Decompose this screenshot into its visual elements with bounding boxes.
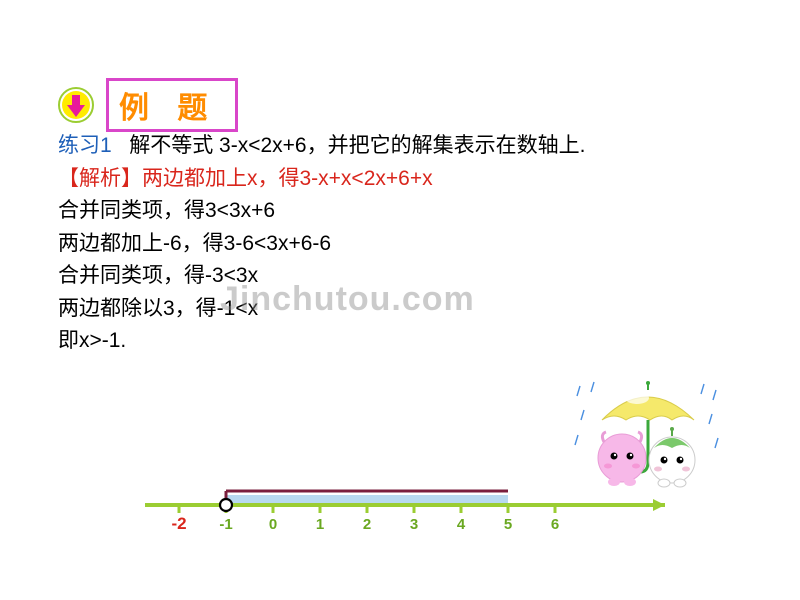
text-span: 两边都加上-6，得3-6<3x+6-6 xyxy=(58,232,331,255)
content-line: 练习1 解不等式 3-x<2x+6，并把它的解集表示在数轴上. xyxy=(58,130,585,163)
text-span: 合并同类项，得3<3x+6 xyxy=(58,199,275,222)
svg-text:-1: -1 xyxy=(219,516,232,533)
text-span: 解不等式 3-x<2x+6，并把它的解集表示在数轴上. xyxy=(112,134,586,157)
svg-text:6: 6 xyxy=(551,516,559,533)
content-line: 合并同类项，得3<3x+6 xyxy=(58,195,585,228)
text-span: 即x>-1. xyxy=(58,329,126,352)
svg-text:1: 1 xyxy=(316,516,324,533)
text-span: 两边都加上x，得3-x+x<2x+6+x xyxy=(142,167,433,190)
arrow-down-icon xyxy=(58,87,94,123)
svg-text:3: 3 xyxy=(410,516,418,533)
title-text: 例 题 xyxy=(119,92,217,125)
svg-text:-2: -2 xyxy=(171,514,186,533)
content-line: 两边都加上-6，得3-6<3x+6-6 xyxy=(58,228,585,261)
text-span: 练习1 xyxy=(58,134,112,157)
problem-content: 练习1 解不等式 3-x<2x+6，并把它的解集表示在数轴上.【解析】两边都加上… xyxy=(58,130,585,358)
number-line: -2 -1 0 1 2 3 4 5 6 xyxy=(145,475,685,545)
title-box: 例 题 xyxy=(106,78,238,132)
cartoon-decoration xyxy=(572,380,722,490)
svg-text:4: 4 xyxy=(457,516,466,533)
content-line: 【解析】两边都加上x，得3-x+x<2x+6+x xyxy=(58,163,585,196)
content-line: 即x>-1. xyxy=(58,325,585,358)
svg-text:0: 0 xyxy=(269,516,277,533)
svg-text:2: 2 xyxy=(363,516,371,533)
watermark: Jinchutou.com xyxy=(220,280,475,319)
text-span: 【解析】 xyxy=(58,167,142,190)
svg-text:5: 5 xyxy=(504,516,512,533)
title-row: 例 题 xyxy=(58,78,238,132)
